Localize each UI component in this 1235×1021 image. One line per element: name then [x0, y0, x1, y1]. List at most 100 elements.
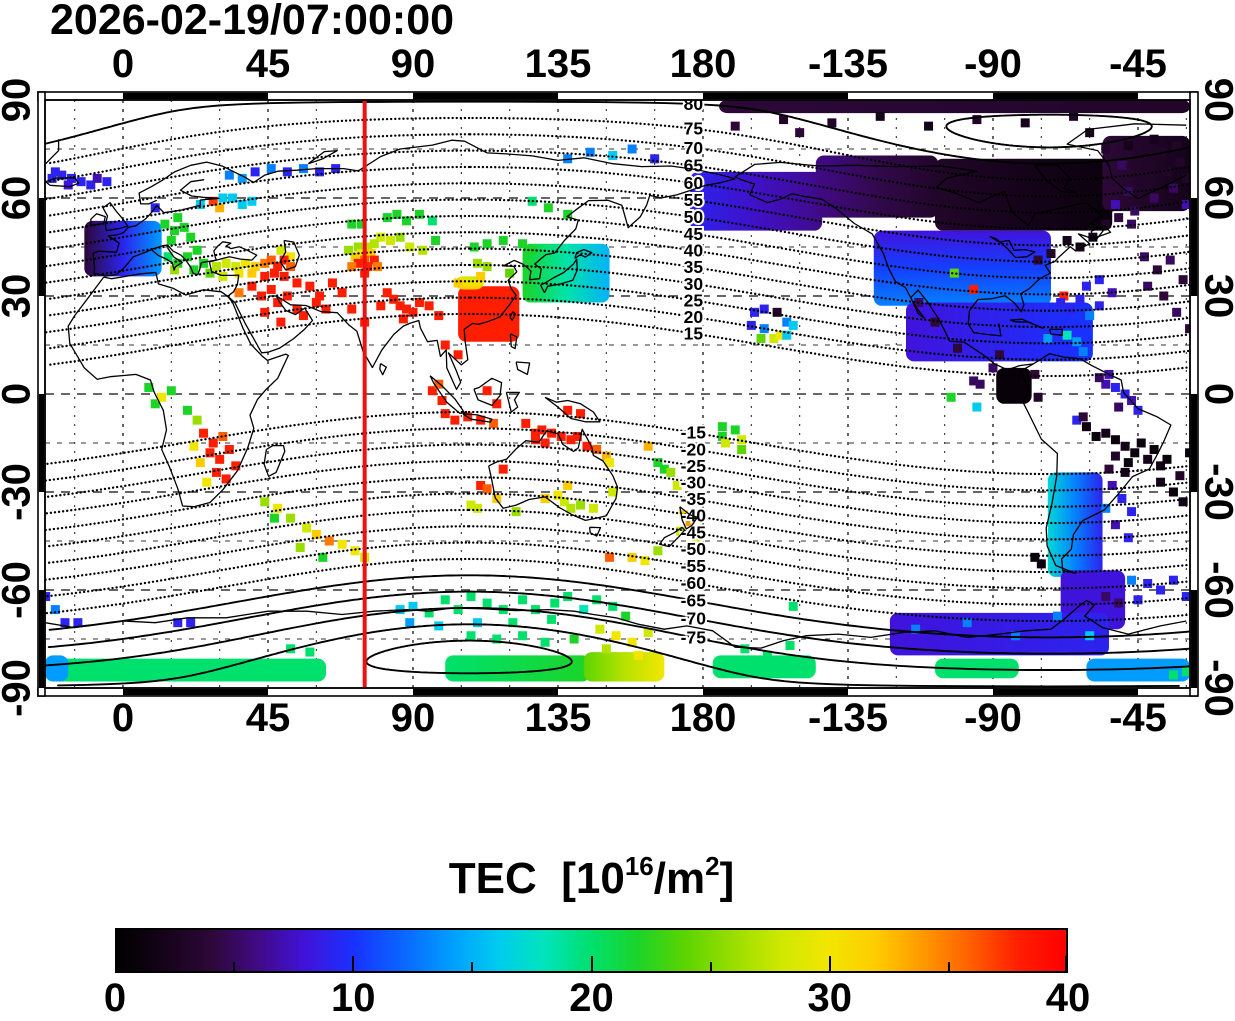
tec-point: [315, 291, 325, 301]
tec-point: [208, 438, 218, 448]
tec-point: [775, 330, 785, 340]
contour-line: [46, 443, 1190, 508]
tec-point: [102, 177, 112, 187]
tec-point: [247, 196, 257, 206]
tec-point: [1156, 585, 1166, 595]
tec-point: [659, 464, 669, 474]
tec-point: [1085, 631, 1095, 641]
lon-tick-label: -90: [964, 42, 1022, 86]
tec-point: [466, 631, 476, 641]
colorbar-tick: [116, 956, 118, 971]
tec-point: [1101, 219, 1111, 229]
tec-point: [382, 288, 392, 298]
tec-point: [530, 428, 540, 438]
tec-point: [472, 258, 482, 268]
tec-point: [434, 379, 444, 389]
tec-point: [721, 438, 731, 448]
tec-point: [218, 271, 228, 281]
tec-point: [240, 258, 250, 268]
tec-point: [305, 281, 315, 291]
tec-point: [492, 494, 502, 504]
lat-tick-label: 60: [1196, 175, 1235, 221]
tec-point: [1127, 219, 1137, 229]
tec-point: [1123, 458, 1133, 468]
contour-line: [45, 133, 1190, 198]
coastline-path: [429, 375, 466, 414]
contour-line: [46, 116, 1190, 182]
tec-point: [476, 480, 486, 490]
tec-point: [1149, 445, 1159, 455]
tec-point: [1033, 392, 1043, 402]
tec-point: [1117, 494, 1127, 504]
coastline-path: [509, 333, 518, 350]
tec-point: [469, 242, 479, 252]
coastline-path: [967, 202, 1104, 337]
tec-point: [1181, 200, 1190, 210]
tec-patch: [445, 655, 591, 682]
coastline-path: [1009, 318, 1044, 329]
tec-point: [363, 242, 373, 252]
lon-tick-label: 180: [669, 42, 737, 86]
tec-point: [1062, 330, 1072, 340]
coastline-path: [741, 179, 1034, 371]
contour-line: [45, 312, 1190, 378]
tec-point: [298, 311, 308, 321]
tec-point: [298, 164, 308, 174]
contour-line: [45, 149, 1190, 214]
tec-point: [266, 164, 276, 174]
coastline-path: [509, 311, 517, 321]
contour-label: -65: [681, 590, 707, 610]
frame-segment: [702, 688, 848, 696]
tec-point: [86, 180, 96, 190]
tec-point: [975, 379, 985, 389]
lat-tick-label: -60: [0, 561, 39, 619]
frame-segment: [1190, 394, 1198, 493]
tec-point: [930, 317, 940, 327]
tec-point: [1181, 592, 1190, 602]
tec-point: [211, 467, 221, 477]
tec-point: [547, 614, 557, 624]
contour-line: [46, 198, 1190, 263]
lon-tick-label: 45: [245, 42, 291, 86]
tec-point: [160, 219, 170, 229]
frame-segment: [38, 590, 45, 689]
tec-point: [576, 500, 586, 510]
tec-point: [1072, 337, 1082, 347]
contour-line: [46, 247, 1190, 312]
tec-point: [788, 320, 798, 330]
tec-point: [640, 556, 650, 566]
tec-point: [627, 144, 637, 154]
tec-point: [576, 409, 586, 419]
tec-point: [199, 258, 209, 268]
tec-point: [550, 598, 560, 608]
tec-point: [988, 363, 998, 373]
coastline-path: [67, 271, 289, 508]
lon-tick-label: -45: [1109, 42, 1167, 86]
lat-tick-label: 30: [1196, 273, 1235, 319]
contour-label: -75: [681, 627, 707, 647]
tec-point: [356, 219, 366, 229]
tec-point: [1065, 304, 1075, 314]
colorbar-tick-label: 40: [1045, 976, 1091, 1020]
lat-tick-label: 0: [1196, 383, 1235, 405]
tec-point: [994, 350, 1004, 360]
tec-point: [76, 177, 86, 187]
tec-point: [540, 494, 550, 504]
tec-point: [366, 249, 376, 259]
tec-patch: [905, 302, 1093, 362]
tec-point: [1178, 497, 1188, 507]
coastline-path: [45, 123, 1187, 200]
colorbar-minor-tick: [709, 962, 712, 971]
tec-point: [173, 213, 183, 223]
tec-point: [1110, 451, 1120, 461]
tec-point: [1011, 631, 1021, 641]
tec-point: [1081, 281, 1091, 291]
coastline-path: [658, 526, 686, 548]
tec-point: [1094, 275, 1104, 285]
tec-point: [556, 431, 566, 441]
frame-inner-border: [44, 99, 1191, 689]
tec-point: [186, 618, 196, 628]
tec-point: [1178, 275, 1188, 285]
tec-point: [530, 435, 540, 445]
tec-point: [782, 330, 792, 340]
